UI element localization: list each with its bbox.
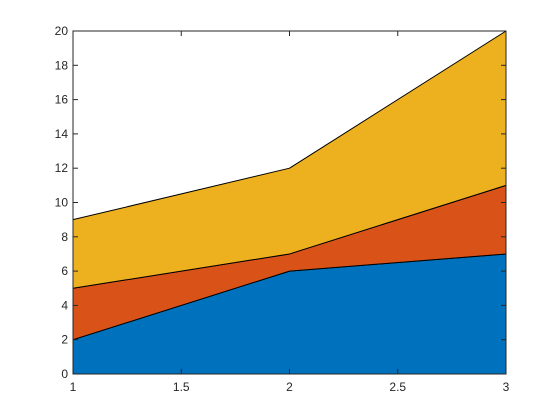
x-tick-label: 1 — [70, 380, 77, 394]
y-tick-label: 14 — [55, 127, 69, 141]
y-tick-label: 16 — [55, 93, 69, 107]
y-tick-labels: 0 2 4 6 8 10 12 14 16 18 20 — [55, 24, 69, 381]
y-tick-label: 0 — [61, 367, 68, 381]
y-tick-label: 12 — [55, 161, 69, 175]
y-tick-label: 6 — [61, 264, 68, 278]
x-tick-label: 1.5 — [173, 380, 190, 394]
y-tick-label: 18 — [55, 58, 69, 72]
x-tick-label: 2.5 — [389, 380, 406, 394]
y-tick-label: 8 — [61, 230, 68, 244]
plot-box — [72, 30, 507, 375]
x-tick-labels: 1 1.5 2 2.5 3 — [70, 380, 510, 394]
y-tick-label: 2 — [61, 333, 68, 347]
y-tick-label: 10 — [55, 196, 69, 210]
x-tick-label: 3 — [503, 380, 510, 394]
y-tick-label: 20 — [55, 24, 69, 38]
y-tick-label: 4 — [61, 298, 68, 312]
x-tick-label: 2 — [286, 380, 293, 394]
